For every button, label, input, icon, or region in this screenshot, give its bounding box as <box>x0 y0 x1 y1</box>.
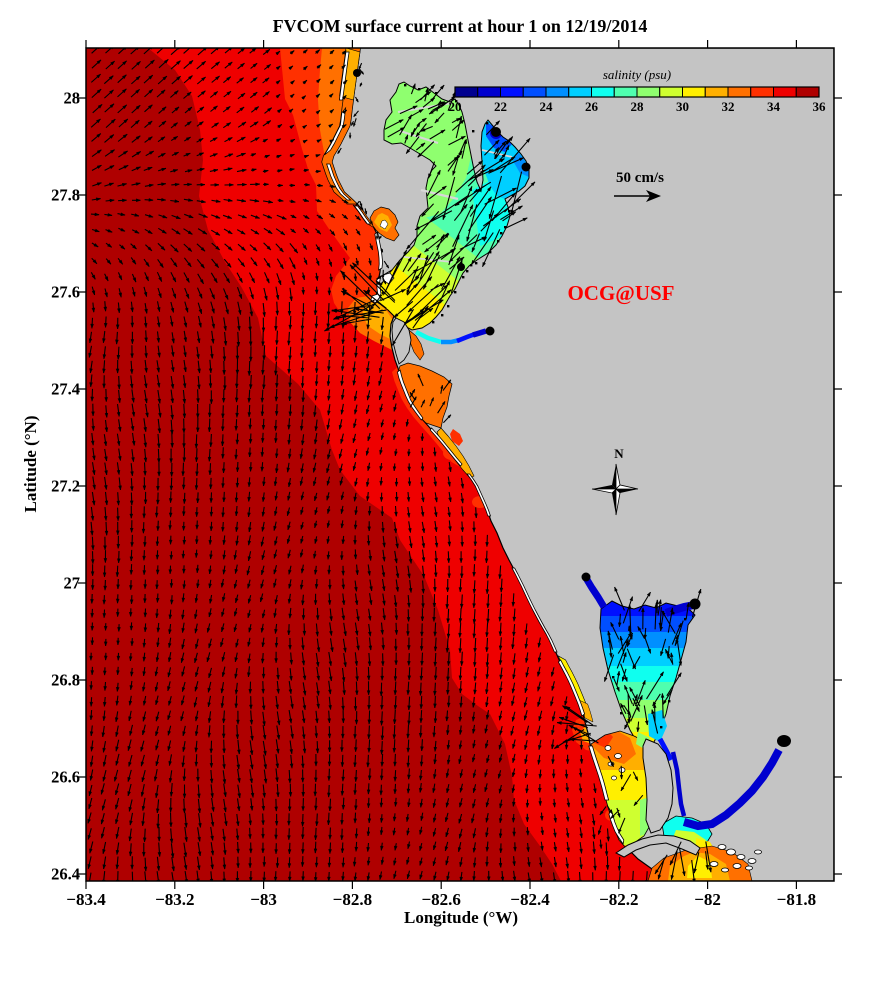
svg-text:27.8: 27.8 <box>51 186 80 205</box>
svg-text:27: 27 <box>64 574 81 593</box>
svg-text:−82.6: −82.6 <box>421 890 460 909</box>
svg-text:36: 36 <box>813 99 827 114</box>
svg-text:Longitude (°W): Longitude (°W) <box>404 908 518 927</box>
svg-text:50 cm/s: 50 cm/s <box>616 170 664 186</box>
svg-text:N: N <box>614 446 624 461</box>
svg-text:Latitude (°N): Latitude (°N) <box>21 416 40 513</box>
svg-text:34: 34 <box>767 99 781 114</box>
svg-text:26.6: 26.6 <box>51 768 80 787</box>
svg-text:−82.4: −82.4 <box>510 890 550 909</box>
svg-text:24: 24 <box>540 99 554 114</box>
svg-text:salinity (psu): salinity (psu) <box>603 67 671 82</box>
svg-text:OCG@USF: OCG@USF <box>567 281 674 305</box>
svg-text:−81.8: −81.8 <box>777 890 816 909</box>
svg-text:26.4: 26.4 <box>51 865 80 884</box>
svg-text:−82: −82 <box>694 890 721 909</box>
svg-text:26: 26 <box>585 99 599 114</box>
svg-text:−83.4: −83.4 <box>66 890 106 909</box>
svg-text:30: 30 <box>676 99 689 114</box>
svg-text:−82.8: −82.8 <box>333 890 372 909</box>
svg-text:−83: −83 <box>250 890 277 909</box>
svg-text:27.4: 27.4 <box>51 380 80 399</box>
svg-text:22: 22 <box>494 99 507 114</box>
svg-text:27.6: 27.6 <box>51 283 80 302</box>
svg-text:−82.2: −82.2 <box>599 890 638 909</box>
svg-text:−83.2: −83.2 <box>155 890 194 909</box>
svg-text:FVCOM surface current at hour: FVCOM surface current at hour 1 on 12/19… <box>273 16 648 36</box>
svg-text:27.2: 27.2 <box>51 477 80 496</box>
svg-text:28: 28 <box>64 89 81 108</box>
svg-text:32: 32 <box>722 99 735 114</box>
svg-text:20: 20 <box>449 99 462 114</box>
svg-text:26.8: 26.8 <box>51 671 80 690</box>
svg-text:28: 28 <box>631 99 645 114</box>
